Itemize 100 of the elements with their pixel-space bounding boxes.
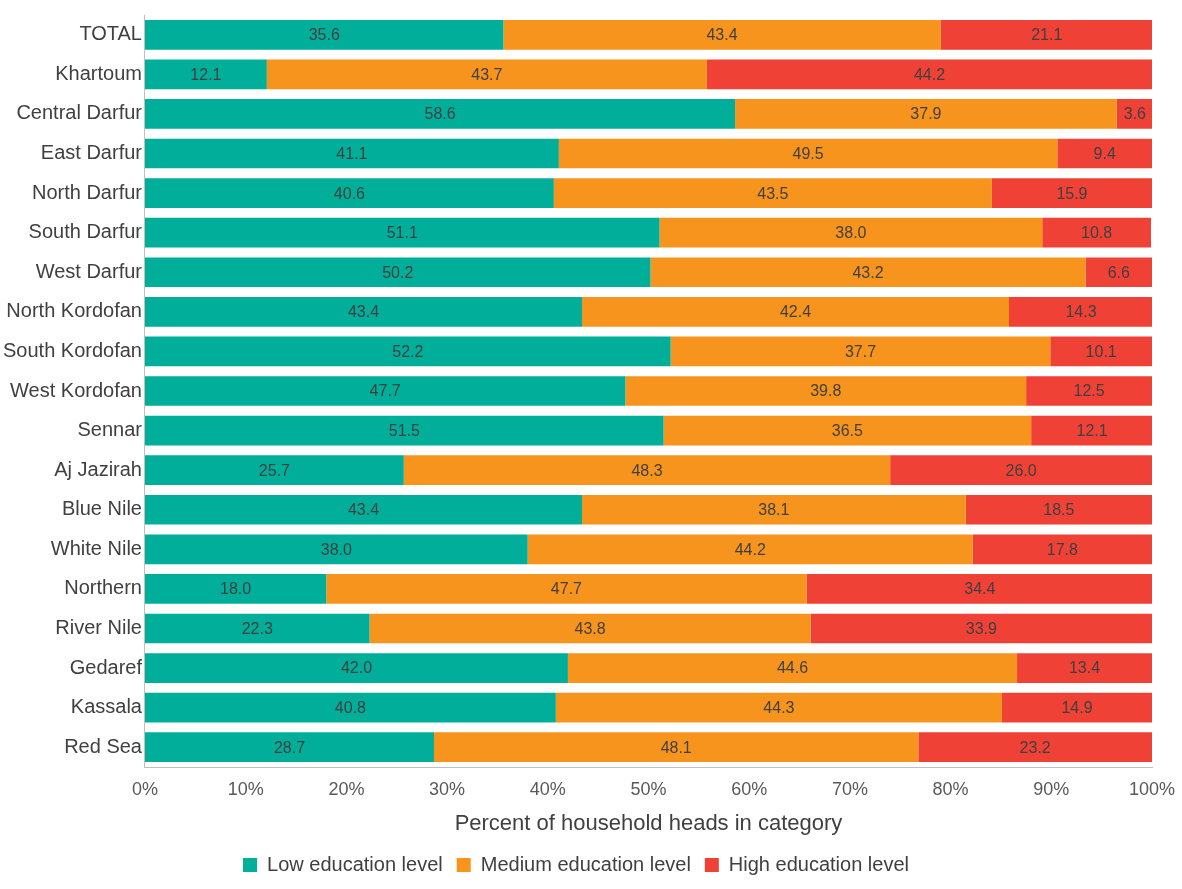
bar — [144, 59, 267, 90]
bar — [663, 415, 1032, 446]
data-label: 40.6 — [333, 184, 366, 202]
data-label: 10.8 — [1081, 224, 1113, 242]
data-label: 43.4 — [347, 303, 380, 321]
y-tick-label: Gedaref — [69, 655, 143, 678]
bar — [670, 336, 1051, 367]
bar — [1001, 692, 1152, 723]
data-label: 18.0 — [220, 580, 252, 598]
bar — [991, 178, 1152, 208]
data-label: 42.4 — [779, 303, 812, 321]
data-label: 43.4 — [706, 26, 738, 44]
data-label: 44.2 — [913, 65, 946, 83]
data-label: 28.7 — [273, 738, 306, 756]
data-label: 12.1 — [190, 65, 222, 83]
data-label: 49.5 — [792, 144, 824, 162]
data-label: 35.6 — [308, 26, 340, 44]
data-label: 13.4 — [1068, 659, 1101, 677]
bar — [1042, 217, 1151, 248]
data-label: 51.1 — [386, 224, 418, 242]
x-tick-label: 10% — [227, 778, 264, 799]
x-tick-label: 50% — [630, 778, 667, 799]
bar — [1009, 297, 1152, 327]
x-tick-label: 80% — [932, 778, 969, 799]
data-label: 15.9 — [1056, 184, 1088, 202]
data-label: 21.1 — [1031, 26, 1063, 44]
bar — [144, 99, 736, 129]
y-tick-label: River Nile — [55, 615, 142, 638]
x-tick-label: 90% — [1033, 778, 1070, 799]
data-label: 47.7 — [369, 382, 401, 400]
x-tick-label: 0% — [131, 778, 158, 799]
bar — [1031, 415, 1152, 446]
data-label: 43.2 — [852, 263, 884, 281]
data-label: 44.3 — [763, 699, 795, 717]
y-tick-label: North Darfur — [31, 180, 143, 203]
data-label: 14.9 — [1061, 699, 1093, 717]
bar — [806, 574, 1152, 604]
data-label: 44.6 — [776, 659, 809, 677]
x-tick-label: 30% — [429, 778, 466, 799]
data-label: 37.9 — [910, 105, 942, 123]
data-label: 43.4 — [347, 501, 380, 519]
data-label: 38.0 — [320, 540, 352, 558]
bar — [659, 217, 1043, 248]
legend-label: Medium education level — [480, 852, 691, 875]
bar — [144, 455, 404, 485]
data-label: 42.0 — [340, 659, 373, 677]
y-tick-label: West Kordofan — [10, 378, 142, 401]
bar — [1026, 376, 1152, 406]
bar — [266, 59, 707, 90]
bar — [650, 257, 1086, 288]
data-label: 12.1 — [1076, 421, 1108, 439]
bar — [326, 574, 807, 604]
data-label: 38.1 — [758, 501, 790, 519]
data-label: 43.7 — [471, 65, 503, 83]
x-tick-label: 20% — [328, 778, 365, 799]
bar — [144, 534, 528, 565]
data-label: 39.8 — [810, 382, 842, 400]
bar — [144, 494, 583, 525]
data-label: 48.1 — [660, 738, 692, 756]
bar — [144, 297, 583, 327]
bar — [144, 574, 327, 604]
y-tick-label: White Nile — [50, 536, 142, 559]
bar — [567, 653, 1018, 683]
bar — [527, 534, 973, 565]
y-tick-label: Blue Nile — [61, 497, 142, 520]
data-label: 3.6 — [1123, 105, 1147, 123]
data-label: 51.5 — [388, 421, 420, 439]
data-label: 41.1 — [336, 144, 368, 162]
y-tick-label: Kassala — [70, 695, 143, 718]
y-tick-label: Central Darfur — [16, 101, 143, 124]
data-label: 37.7 — [844, 342, 877, 360]
bar — [810, 613, 1152, 644]
data-label: 9.4 — [1093, 144, 1116, 162]
data-label: 43.8 — [574, 619, 606, 637]
bar — [144, 19, 504, 50]
data-label: 47.7 — [550, 580, 583, 598]
y-tick-label: North Kordofan — [6, 299, 142, 322]
bar — [144, 138, 559, 169]
data-label: 38.0 — [835, 224, 867, 242]
data-label: 14.3 — [1065, 303, 1097, 321]
data-label: 12.5 — [1073, 382, 1105, 400]
y-tick-label: TOTAL — [79, 22, 142, 45]
data-label: 26.0 — [1005, 461, 1037, 479]
x-tick-label: 60% — [731, 778, 768, 799]
bar — [434, 732, 919, 763]
bar — [144, 336, 671, 367]
data-label: 52.2 — [392, 342, 424, 360]
data-label: 18.5 — [1043, 501, 1075, 519]
data-label: 34.4 — [964, 580, 996, 598]
bar — [144, 613, 370, 644]
bar — [918, 732, 1152, 763]
data-label: 50.2 — [382, 263, 414, 281]
data-label: 33.9 — [965, 619, 997, 637]
data-label: 6.6 — [1107, 263, 1130, 281]
y-tick-label: Northern — [64, 576, 142, 599]
y-tick-label: Aj Jazirah — [54, 457, 142, 480]
data-label: 25.7 — [258, 461, 291, 479]
bar — [582, 494, 966, 525]
bar — [144, 376, 626, 406]
bar — [625, 376, 1027, 406]
